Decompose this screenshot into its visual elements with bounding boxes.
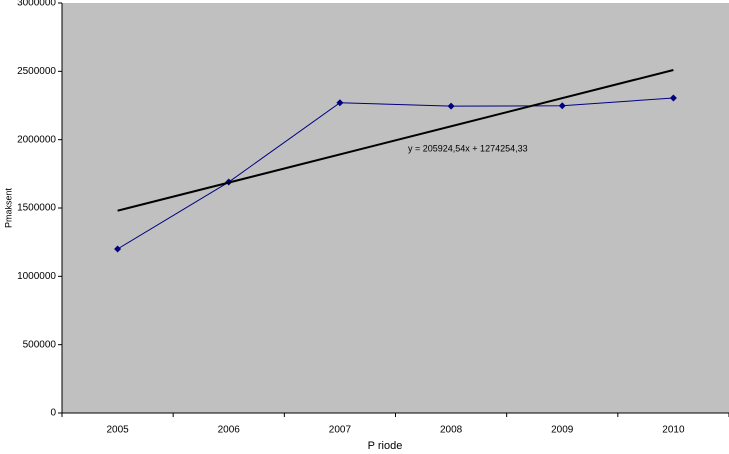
y-tick-label: 500000	[23, 339, 57, 350]
x-tick-label: 2007	[329, 425, 352, 436]
marker	[558, 102, 566, 110]
y-tick-label: 0	[50, 408, 56, 419]
marker	[669, 94, 677, 102]
marker	[114, 245, 122, 253]
x-tick-label: 2006	[218, 425, 241, 436]
y-tick-label: 1500000	[17, 203, 56, 214]
y-tick-label: 3000000	[17, 0, 56, 9]
x-tick-label: 2009	[551, 425, 574, 436]
x-tick-label: 2005	[106, 425, 129, 436]
marker	[336, 99, 344, 107]
marker	[447, 102, 455, 110]
x-axis-label: P riode	[368, 440, 403, 452]
y-axis-label: Pmaksent	[3, 187, 13, 228]
x-tick-label: 2010	[662, 425, 685, 436]
y-tick-label: 2000000	[17, 134, 56, 145]
plot-area	[62, 3, 729, 413]
y-tick-label: 2500000	[17, 66, 56, 77]
x-tick-label: 2008	[440, 425, 463, 436]
y-tick-label: 1000000	[17, 271, 56, 282]
trendline-label: y = 205924,54x + 1274254,33	[408, 143, 528, 153]
series-line	[117, 97, 674, 250]
trendline	[117, 69, 674, 212]
